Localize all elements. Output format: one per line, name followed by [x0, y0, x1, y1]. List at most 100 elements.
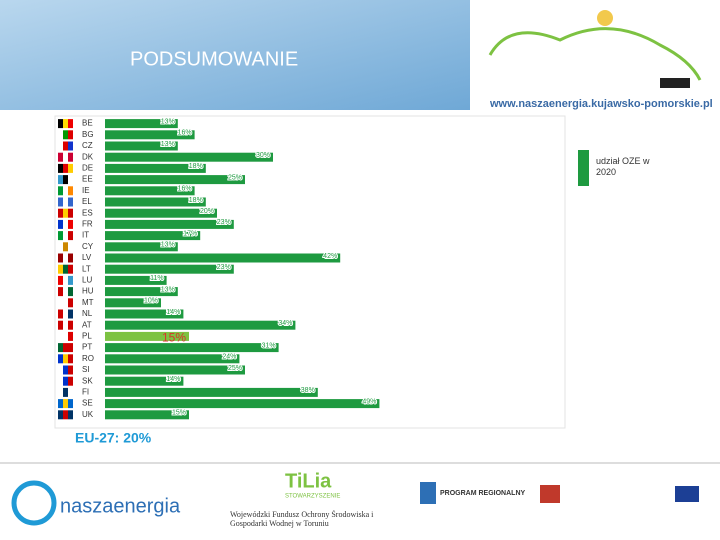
bar [105, 365, 245, 375]
flag-stripe [68, 152, 73, 162]
value-label: 13% [161, 141, 175, 148]
category-label: SK [82, 376, 93, 385]
flag-stripe [68, 130, 73, 140]
flag-stripe [63, 410, 68, 420]
url: www.naszaenergia.kujawsko-pomorskie.pl [489, 98, 713, 110]
logo-text: naszaenergia [60, 495, 181, 517]
bar [105, 343, 279, 353]
flag-stripe [63, 354, 68, 364]
flag-stripe [68, 186, 73, 196]
category-label: BG [82, 130, 94, 139]
flag-stripe [63, 208, 68, 218]
flag-stripe [68, 309, 73, 319]
category-label: AT [82, 320, 92, 329]
sun-icon [597, 10, 613, 26]
category-label: MT [82, 298, 94, 307]
flag-stripe [58, 331, 63, 341]
flag-stripe [63, 152, 68, 162]
value-label: 42% [323, 253, 337, 260]
bar [105, 197, 206, 207]
header-band [0, 0, 470, 110]
program-text: PROGRAM REGIONALNY [440, 490, 526, 497]
category-label: CY [82, 242, 94, 251]
value-label: 16% [178, 186, 192, 193]
bar [105, 208, 217, 218]
category-label: LV [82, 253, 92, 262]
category-label: HU [82, 287, 94, 296]
flag-stripe [63, 387, 68, 397]
value-label: 10% [144, 298, 158, 305]
flag-stripe [58, 410, 63, 420]
flag-stripe [68, 141, 73, 151]
flag-stripe [58, 208, 63, 218]
flag-stripe [63, 320, 68, 330]
flag-stripe [63, 130, 68, 140]
value-label: 17% [183, 230, 197, 237]
flag-stripe [68, 343, 73, 353]
bar [105, 175, 245, 185]
category-label: PL [82, 332, 92, 341]
flag-stripe [58, 141, 63, 151]
flag-stripe [58, 242, 63, 252]
region-crest [540, 485, 560, 503]
flag-stripe [63, 399, 68, 409]
flag-stripe [58, 231, 63, 241]
category-label: LT [82, 264, 91, 273]
flag-stripe [68, 320, 73, 330]
bar [105, 410, 189, 420]
flag-stripe [63, 331, 68, 341]
flag-stripe [58, 399, 63, 409]
flag-stripe [58, 197, 63, 207]
category-label: LU [82, 276, 92, 285]
value-label: 15% [172, 410, 186, 417]
value-label: 49% [362, 398, 376, 405]
category-label: PT [82, 343, 92, 352]
flag-stripe [58, 298, 63, 308]
flag-stripe [58, 130, 63, 140]
flag-stripe [63, 242, 68, 252]
flag-stripe [68, 365, 73, 375]
flag-stripe [68, 275, 73, 285]
value-label: 30% [256, 152, 270, 159]
bar [105, 264, 234, 274]
flag-stripe [68, 242, 73, 252]
flag-stripe [58, 253, 63, 263]
flag-stripe [68, 264, 73, 274]
flag-stripe [58, 219, 63, 229]
flag-stripe [58, 175, 63, 185]
value-label: 23% [217, 264, 231, 271]
fund-text: Wojewódzki Fundusz Ochrony Środowiska i … [230, 510, 374, 528]
flag-stripe [63, 264, 68, 274]
value-label: 15% [162, 331, 186, 345]
value-label: 18% [189, 197, 203, 204]
flag-stripe [63, 365, 68, 375]
bar [105, 298, 161, 308]
flag-stripe [58, 376, 63, 386]
flag-stripe [63, 141, 68, 151]
category-label: ES [82, 208, 93, 217]
bar [105, 275, 167, 285]
category-label: DK [82, 152, 94, 161]
flag-stripe [68, 298, 73, 308]
bar [105, 219, 234, 229]
flag-stripe [58, 163, 63, 173]
value-label: 16% [178, 130, 192, 137]
flag-stripe [63, 119, 68, 129]
logo-mark [11, 480, 57, 526]
value-label: 13% [161, 118, 175, 125]
tilia-logo: TiLia [285, 470, 332, 492]
flag-stripe [58, 119, 63, 129]
value-label: 25% [228, 174, 242, 181]
bar [105, 242, 178, 252]
flag-stripe [68, 376, 73, 386]
flag-stripe [68, 231, 73, 241]
bar [105, 287, 178, 297]
title: PODSUMOWANIE [130, 48, 298, 70]
value-label: 31% [262, 342, 276, 349]
category-label: FI [82, 388, 89, 397]
flag-stripe [63, 287, 68, 297]
value-label: 11% [150, 275, 164, 282]
flag-stripe [68, 219, 73, 229]
